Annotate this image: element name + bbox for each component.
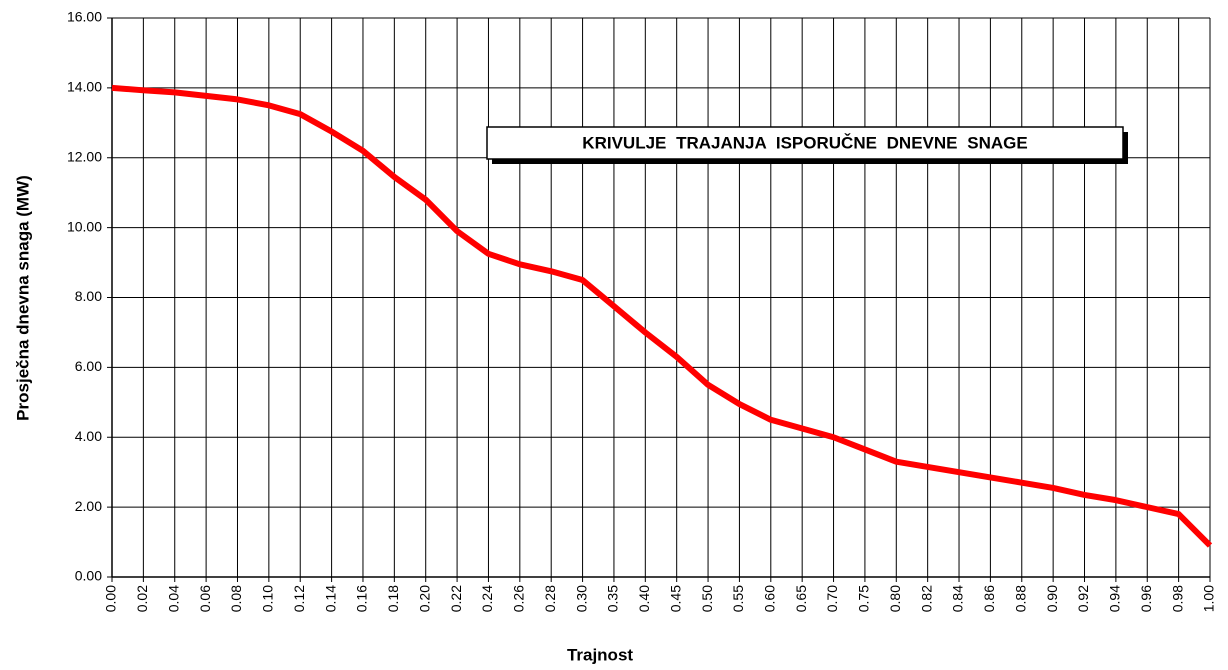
- y-axis-title: Prosječna dnevna snaga (MW): [13, 175, 32, 421]
- x-tick-label: 0.88: [1012, 585, 1028, 612]
- x-tick-label: 0.50: [699, 585, 715, 612]
- x-tick-label: 0.06: [197, 585, 213, 612]
- x-tick-label: 0.35: [605, 585, 621, 612]
- x-tick-label: 0.00: [103, 585, 119, 612]
- x-tick-label: 0.08: [228, 585, 244, 612]
- x-tick-label: 0.55: [730, 585, 746, 612]
- x-tick-label: 0.14: [322, 585, 338, 612]
- x-tick-label: 0.26: [511, 585, 527, 612]
- y-tick-label: 4.00: [75, 428, 102, 444]
- x-tick-label: 0.75: [856, 585, 872, 612]
- y-tick-label: 6.00: [75, 358, 102, 374]
- x-tick-label: 0.12: [291, 585, 307, 612]
- x-tick-label: 0.98: [1169, 585, 1185, 612]
- chart-title: KRIVULJE TRAJANJA ISPORUČNE DNEVNE SNAGE: [582, 133, 1027, 152]
- x-tick-label: 0.60: [762, 585, 778, 612]
- y-tick-label: 8.00: [75, 288, 102, 304]
- x-tick-label: 0.90: [1044, 585, 1060, 612]
- x-tick-label: 0.40: [636, 585, 652, 612]
- y-tick-label: 2.00: [75, 498, 102, 514]
- x-tick-label: 0.82: [918, 585, 934, 612]
- x-tick-label: 0.28: [542, 585, 558, 612]
- x-tick-label: 0.24: [479, 585, 495, 612]
- x-tick-label: 0.65: [793, 585, 809, 612]
- y-tick-label: 16.00: [67, 9, 102, 25]
- x-tick-label: 0.94: [1107, 585, 1123, 612]
- x-tick-label: 0.10: [260, 585, 276, 612]
- x-axis-title: Trajnost: [567, 645, 633, 664]
- x-tick-label: 0.04: [165, 585, 181, 612]
- y-tick-label: 14.00: [67, 79, 102, 95]
- x-tick-label: 0.45: [667, 585, 683, 612]
- x-tick-label: 0.80: [887, 585, 903, 612]
- x-tick-label: 0.86: [981, 585, 997, 612]
- x-tick-label: 0.30: [573, 585, 589, 612]
- title-box: [486, 126, 1124, 160]
- x-tick-label: 0.70: [824, 585, 840, 612]
- x-tick-label: 0.16: [354, 585, 370, 612]
- x-tick-label: 0.02: [134, 585, 150, 612]
- y-tick-label: 0.00: [75, 568, 102, 584]
- x-tick-label: 1.00: [1201, 585, 1217, 612]
- y-tick-label: 12.00: [67, 148, 102, 164]
- x-tick-label: 0.18: [385, 585, 401, 612]
- x-tick-label: 0.20: [416, 585, 432, 612]
- x-tick-label: 0.96: [1138, 585, 1154, 612]
- x-tick-label: 0.22: [448, 585, 464, 612]
- x-tick-label: 0.92: [1075, 585, 1091, 612]
- x-tick-label: 0.84: [950, 585, 966, 612]
- data-line: [111, 84, 1213, 548]
- y-tick-label: 10.00: [67, 218, 102, 234]
